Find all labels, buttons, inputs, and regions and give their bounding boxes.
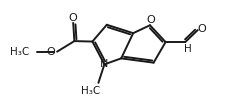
Text: O: O	[197, 24, 206, 34]
Text: O: O	[47, 47, 55, 57]
Text: H₃C: H₃C	[10, 47, 29, 57]
Text: H: H	[184, 44, 192, 54]
Text: O: O	[146, 15, 155, 25]
Text: H₃C: H₃C	[81, 87, 100, 97]
Text: O: O	[68, 13, 77, 23]
Text: N: N	[100, 59, 108, 69]
